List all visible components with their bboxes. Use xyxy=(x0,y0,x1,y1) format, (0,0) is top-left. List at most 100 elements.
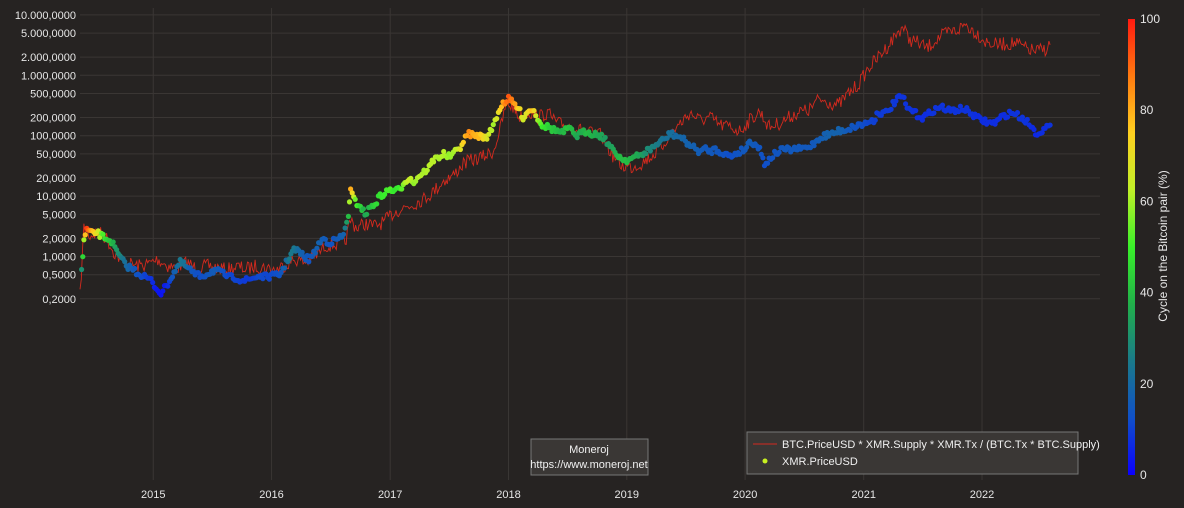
xmr-price-point xyxy=(122,259,128,265)
xmr-price-point xyxy=(340,231,347,237)
xmr-price-point xyxy=(549,128,555,135)
xmr-price-point xyxy=(97,234,103,240)
xmr-price-point xyxy=(346,199,353,205)
xmr-price-point xyxy=(737,151,743,157)
xmr-price-point xyxy=(329,241,335,247)
xmr-price-point xyxy=(669,129,675,135)
colorbar-tick-label: 40 xyxy=(1140,286,1154,300)
xmr-price-point xyxy=(1024,116,1030,123)
legend[interactable]: BTC.PriceUSD * XMR.Supply * XMR.Tx / (BT… xyxy=(746,431,1100,475)
legend-label-line: BTC.PriceUSD * XMR.Supply * XMR.Tx / (BT… xyxy=(782,439,1100,451)
colorbar-gradient xyxy=(1128,19,1135,475)
legend-dot-swatch xyxy=(762,458,768,464)
xmr-price-point xyxy=(132,265,138,272)
xmr-price-point xyxy=(494,116,500,122)
xmr-price-point xyxy=(957,103,964,109)
xmr-price-point xyxy=(424,167,430,173)
legend-label-scatter: XMR.PriceUSD xyxy=(782,456,858,468)
xmr-price-point xyxy=(195,270,201,276)
xmr-price-point xyxy=(342,225,348,231)
xmr-price-point xyxy=(647,148,654,154)
xmr-price-point xyxy=(847,127,853,133)
x-axis-ticks: 2015 2016 2017 2018 2019 2020 2021 2022 xyxy=(141,489,994,501)
xmr-price-point xyxy=(1031,126,1037,133)
xmr-price-point xyxy=(1014,110,1021,116)
y-tick-label: 500,0000 xyxy=(30,88,76,100)
xmr-price-point xyxy=(913,108,919,114)
y-tick-label: 10,0000 xyxy=(36,191,76,203)
y-tick-label: 0,2000 xyxy=(42,294,76,306)
xmr-price-point xyxy=(266,276,272,282)
x-tick-label: 2022 xyxy=(970,489,994,501)
xmr-price-point xyxy=(348,186,354,192)
colorbar-tick-label: 0 xyxy=(1140,468,1147,482)
xmr-price-point xyxy=(158,292,164,298)
xmr-price-point xyxy=(691,142,697,148)
xmr-price-point xyxy=(872,117,878,123)
xmr-price-point xyxy=(220,268,226,274)
y-tick-label: 10.000,0000 xyxy=(15,10,76,22)
xmr-price-point xyxy=(360,206,366,212)
xmr-price-point xyxy=(901,94,907,100)
xmr-price-point xyxy=(531,108,537,114)
x-tick-label: 2021 xyxy=(851,489,875,501)
watermark-url: https://www.moneroj.net xyxy=(530,459,647,471)
grid-lines xyxy=(80,8,1100,480)
xmr-price-point xyxy=(345,213,351,219)
xmr-price-point xyxy=(314,245,320,251)
colorbar-title: Cycle on the Bitcoin pair (%) xyxy=(1156,170,1170,321)
xmr-price-point xyxy=(1047,122,1053,128)
xmr-price-point xyxy=(811,143,817,149)
y-tick-label: 2,0000 xyxy=(42,233,76,245)
xmr-price-point xyxy=(457,146,463,153)
legend-box xyxy=(746,431,1079,475)
xmr-price-point xyxy=(770,155,776,161)
xmr-price-point xyxy=(476,135,482,141)
xmr-price-point xyxy=(210,270,216,276)
y-axis-ticks: 10.000,0000 5.000,0000 2.000,0000 1.000,000… xyxy=(15,10,76,306)
xmr-price-point xyxy=(512,101,518,107)
y-tick-label: 50,0000 xyxy=(36,149,76,161)
xmr-price-point xyxy=(312,250,318,256)
xmr-price-point xyxy=(460,139,466,145)
y-tick-label: 5,0000 xyxy=(42,209,76,221)
xmr-price-point xyxy=(574,135,580,141)
x-tick-label: 2015 xyxy=(141,489,165,501)
xmr-price-point xyxy=(322,236,328,242)
x-tick-label: 2018 xyxy=(496,489,520,501)
xmr-price-point xyxy=(281,265,288,271)
series-scatter xyxy=(79,92,1053,298)
y-tick-label: 5.000,0000 xyxy=(21,28,76,40)
y-tick-label: 1,0000 xyxy=(42,252,76,264)
xmr-price-point xyxy=(382,191,388,197)
btc-ratio-line xyxy=(79,22,1051,290)
xmr-price-point xyxy=(765,160,771,166)
x-tick-label: 2016 xyxy=(259,489,283,501)
xmr-price-point xyxy=(82,232,88,238)
x-tick-label: 2017 xyxy=(378,489,402,501)
xmr-price-point xyxy=(169,274,176,280)
series-line xyxy=(79,22,1051,290)
xmr-price-point xyxy=(286,256,292,262)
xmr-price-point xyxy=(598,131,605,137)
xmr-price-point xyxy=(1039,130,1045,136)
xmr-price-point xyxy=(484,136,490,142)
xmr-price-point xyxy=(893,98,899,104)
xmr-price-point xyxy=(349,190,355,196)
xmr-price-point xyxy=(80,254,86,260)
xmr-price-point xyxy=(374,201,380,207)
xmr-price-point xyxy=(172,268,178,275)
xmr-price-point xyxy=(569,126,575,132)
xmr-price-point xyxy=(228,272,235,278)
xmr-price-point xyxy=(110,239,116,245)
xmr-price-point xyxy=(533,113,539,119)
xmr-price-point xyxy=(278,269,284,276)
xmr-price-point xyxy=(306,259,312,265)
xmr-price-point xyxy=(602,134,608,141)
xmr-price-point xyxy=(681,134,687,140)
x-tick-label: 2020 xyxy=(733,489,757,501)
xmr-price-point xyxy=(776,149,782,155)
xmr-price-point xyxy=(760,155,766,161)
colorbar-tick-label: 20 xyxy=(1140,377,1154,391)
x-tick-label: 2019 xyxy=(615,489,639,501)
